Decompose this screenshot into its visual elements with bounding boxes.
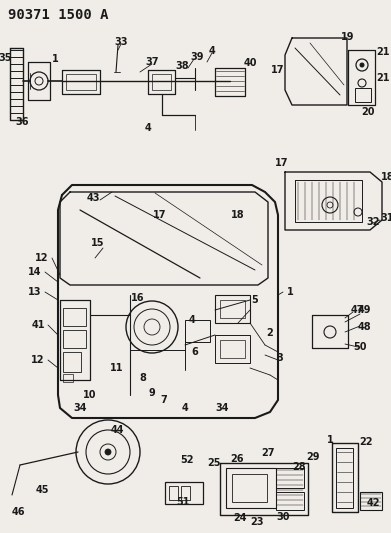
Bar [215, 335, 250, 363]
Text: 48: 48 [357, 322, 371, 332]
Bar [226, 468, 276, 508]
Bar [66, 74, 96, 90]
Text: 27: 27 [261, 448, 275, 458]
Text: 39: 39 [190, 52, 204, 62]
Circle shape [105, 449, 111, 455]
Text: 19: 19 [341, 32, 355, 42]
Text: 4: 4 [145, 123, 151, 133]
Text: 13: 13 [28, 287, 42, 297]
Text: 45: 45 [35, 485, 49, 495]
Text: 33: 33 [114, 37, 128, 47]
Text: 51: 51 [176, 497, 190, 507]
Text: 24: 24 [233, 513, 247, 523]
Text: 42: 42 [366, 498, 380, 508]
Bar [355, 88, 371, 102]
Text: 90371 1500 A: 90371 1500 A [8, 8, 108, 22]
Text: 22: 22 [359, 437, 373, 447]
Text: 41: 41 [31, 320, 45, 330]
Text: 34: 34 [215, 403, 229, 413]
Bar [232, 474, 267, 502]
Text: 21: 21 [376, 73, 390, 83]
Bar [336, 448, 353, 508]
Text: 49: 49 [357, 305, 371, 315]
Bar [63, 352, 81, 372]
Text: 47: 47 [350, 305, 364, 315]
Text: 15: 15 [91, 238, 105, 248]
Text: 16: 16 [131, 293, 145, 303]
Bar [181, 486, 190, 500]
Text: 43: 43 [86, 193, 100, 203]
Text: 30: 30 [276, 512, 290, 522]
Text: 35: 35 [0, 53, 12, 63]
Bar [63, 308, 86, 326]
Text: 25: 25 [207, 458, 221, 468]
Bar [63, 330, 86, 348]
Text: 28: 28 [292, 462, 306, 472]
Bar [185, 320, 210, 342]
Text: 4: 4 [209, 46, 215, 56]
Text: 23: 23 [250, 517, 264, 527]
Text: 5: 5 [252, 295, 258, 305]
Text: 50: 50 [353, 342, 367, 352]
Text: 9: 9 [149, 388, 155, 398]
Text: 20: 20 [361, 107, 375, 117]
Text: 32: 32 [366, 217, 380, 227]
Bar [152, 74, 171, 90]
Text: 10: 10 [83, 390, 97, 400]
Text: 17: 17 [271, 65, 285, 75]
Text: 31: 31 [380, 213, 391, 223]
Bar [165, 482, 203, 504]
Text: 8: 8 [140, 373, 147, 383]
Text: 21: 21 [376, 47, 390, 57]
Text: 34: 34 [73, 403, 87, 413]
Text: 4: 4 [188, 315, 196, 325]
Bar [276, 492, 304, 510]
Bar [276, 468, 304, 488]
Text: 2: 2 [267, 328, 273, 338]
Text: 26: 26 [230, 454, 244, 464]
Text: 18: 18 [231, 210, 245, 220]
Text: 11: 11 [110, 363, 124, 373]
Text: 12: 12 [31, 355, 45, 365]
Text: 6: 6 [192, 347, 198, 357]
Text: 52: 52 [180, 455, 194, 465]
Bar [220, 340, 245, 358]
Text: 46: 46 [11, 507, 25, 517]
Bar [360, 492, 382, 510]
Bar [169, 486, 178, 500]
Text: 3: 3 [276, 353, 283, 363]
Bar [63, 374, 73, 382]
Text: 14: 14 [28, 267, 42, 277]
Circle shape [360, 63, 364, 67]
Text: 4: 4 [182, 403, 188, 413]
Text: 17: 17 [275, 158, 289, 168]
Bar [215, 295, 250, 323]
Text: 1: 1 [52, 54, 58, 64]
Text: 38: 38 [175, 61, 189, 71]
Text: 1: 1 [326, 435, 334, 445]
Text: 44: 44 [110, 425, 124, 435]
Text: 1: 1 [287, 287, 293, 297]
Text: 37: 37 [145, 57, 159, 67]
Text: 29: 29 [306, 452, 320, 462]
Bar [220, 300, 245, 318]
Text: 7: 7 [161, 395, 167, 405]
Text: 18: 18 [381, 172, 391, 182]
Text: 36: 36 [15, 117, 29, 127]
Text: 17: 17 [153, 210, 167, 220]
Text: 12: 12 [35, 253, 49, 263]
Text: 40: 40 [243, 58, 257, 68]
